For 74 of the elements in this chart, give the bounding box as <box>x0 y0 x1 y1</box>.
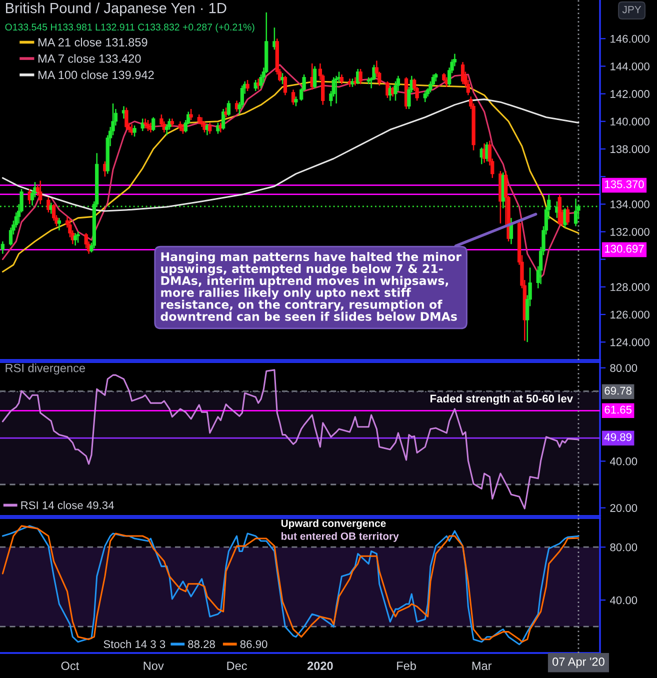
candlestick <box>49 202 53 214</box>
candlestick <box>76 231 80 244</box>
legend-label: 88.28 <box>188 640 215 648</box>
legend-label: MA 21 close 131.859 <box>38 38 148 46</box>
candlestick <box>124 106 128 130</box>
annotation: Upward convergence <box>281 519 386 530</box>
ref-line-label: 61.65 <box>604 406 632 414</box>
y-tick-label: 40.00 <box>610 596 638 604</box>
candlestick <box>178 120 182 132</box>
candlestick <box>152 116 156 132</box>
x-tick-label: Nov <box>144 662 164 670</box>
candlestick <box>38 180 42 205</box>
x-tick-label: Mar <box>472 662 492 670</box>
legend-label: MA 7 close 133.420 <box>38 54 141 63</box>
candlestick <box>574 198 578 227</box>
candlestick <box>226 100 231 116</box>
candlestick <box>197 114 201 125</box>
candlestick <box>146 119 150 132</box>
chart-title: British Pound / Japanese Yen · 1D <box>6 2 226 16</box>
candlestick <box>312 66 317 89</box>
y-tick-label: 138.000 <box>610 145 650 154</box>
legend-label: 86.90 <box>240 640 268 648</box>
y-tick-label: 20.00 <box>610 504 638 512</box>
candlestick <box>132 124 136 138</box>
candlestick <box>291 89 296 106</box>
y-tick-label: 146.000 <box>610 34 650 43</box>
candlestick <box>46 196 50 214</box>
ref-line-label: 07 Apr '20 <box>552 657 604 668</box>
candlestick <box>386 80 390 99</box>
candlestick <box>57 217 62 231</box>
candlestick <box>358 68 362 85</box>
y-tick-label: 126.000 <box>610 310 650 319</box>
candlestick <box>189 108 193 121</box>
y-tick-label: 80.00 <box>610 364 638 372</box>
candlestick <box>140 118 144 132</box>
candlestick <box>221 108 226 130</box>
legend-label: RSI 14 close 49.34 <box>21 501 114 510</box>
candlestick <box>74 232 78 246</box>
x-tick-label: Dec <box>227 662 247 670</box>
annotation: but entered OB territory <box>281 532 399 542</box>
x-tick-label: Feb <box>397 661 416 670</box>
ref-line-label: 135.370 <box>605 180 644 188</box>
text: O133.545 H133.981 L132.911 C133.832 +0.287 (+0.21%) <box>5 23 254 32</box>
x-tick-label: Oct <box>61 662 80 670</box>
y-tick-label: 124.000 <box>610 338 650 346</box>
chart-title: RSI divergence <box>6 364 85 375</box>
y-tick-label: 40.00 <box>610 457 638 466</box>
annotation: Hanging man patterns have halted the minor upswings, attempted nudge below 7 & 21- DMAs, interim uptrend moves in whipsaws, more rallies likely only upto next stiff resistance, on the contrary, resumption of downtrend can be seen if slides below DMAs <box>160 252 462 321</box>
text: Stoch 14 3 3 <box>104 640 166 648</box>
candlestick <box>143 118 148 129</box>
ref-line-label: 49.89 <box>604 433 632 442</box>
candlestick <box>216 122 220 134</box>
candlestick <box>283 75 288 96</box>
ref-line-label: 130.697 <box>605 244 644 253</box>
y-tick-label: 132.000 <box>610 228 650 236</box>
candlestick <box>0 240 5 254</box>
x-tick-label: 2020 <box>307 662 333 670</box>
y-tick-label: 140.000 <box>610 118 650 126</box>
y-tick-label: 142.000 <box>610 90 650 98</box>
candlestick <box>423 90 427 103</box>
candlestick <box>246 79 250 92</box>
line-series <box>2 98 580 212</box>
legend-label: MA 100 close 139.942 <box>38 70 154 80</box>
ref-line-label: 69.78 <box>604 386 632 395</box>
candlestick <box>340 74 344 85</box>
y-tick-label: 144.000 <box>610 62 650 70</box>
y-axis-title: JPY <box>622 6 642 14</box>
annotation: Faded strength at 50-60 lev <box>430 394 573 405</box>
y-tick-label: 128.000 <box>610 283 650 292</box>
candlestick <box>566 206 570 226</box>
y-tick-label: 134.000 <box>610 200 650 208</box>
candlestick <box>208 122 212 134</box>
y-tick-label: 80.00 <box>610 543 638 552</box>
candlestick <box>254 79 258 92</box>
